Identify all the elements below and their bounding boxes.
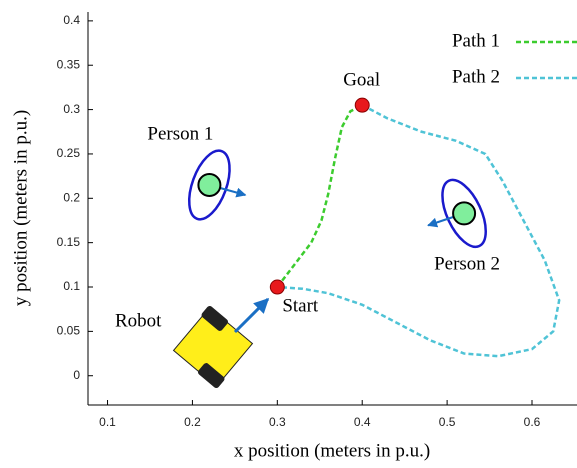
y-tick-label: 0 — [73, 368, 80, 382]
path-line — [277, 105, 362, 287]
y-tick-label: 0.25 — [57, 146, 81, 160]
path-line — [277, 105, 559, 356]
robot — [171, 305, 256, 390]
y-tick-label: 0.05 — [57, 324, 81, 338]
person — [453, 202, 475, 224]
x-tick-label: 0.1 — [99, 415, 116, 429]
x-tick-label: 0.4 — [354, 415, 371, 429]
x-tick-label: 0.3 — [269, 415, 286, 429]
chart: x position (meters in p.u.) y position (… — [0, 0, 577, 468]
robot-arrow — [235, 299, 268, 332]
waypoint-label: Start — [282, 295, 319, 316]
x-tick-label: 0.6 — [524, 415, 541, 429]
y-tick-label: 0.15 — [57, 235, 81, 249]
y-tick-label: 0.4 — [63, 13, 80, 27]
person-label: Person 1 — [147, 123, 213, 144]
y-tick-label: 0.1 — [63, 279, 80, 293]
x-tick-label: 0.2 — [184, 415, 201, 429]
waypoint — [270, 280, 284, 294]
x-tick-label: 0.5 — [439, 415, 456, 429]
waypoint-label: Goal — [343, 70, 380, 91]
y-tick-label: 0.2 — [63, 190, 80, 204]
waypoint — [355, 98, 369, 112]
legend-label: Path 1 — [452, 30, 500, 51]
robot-label: Robot — [115, 310, 162, 331]
person-label: Person 2 — [434, 254, 500, 275]
y-tick-label: 0.3 — [63, 102, 80, 116]
person — [198, 174, 220, 196]
x-axis-title: x position (meters in p.u.) — [234, 440, 430, 461]
legend-label: Path 2 — [452, 66, 500, 87]
y-axis-title: y position (meters in p.u.) — [10, 110, 31, 306]
y-tick-label: 0.35 — [57, 57, 81, 71]
page: {"chart_data": {"type": "line", "xlabel"… — [0, 0, 577, 468]
